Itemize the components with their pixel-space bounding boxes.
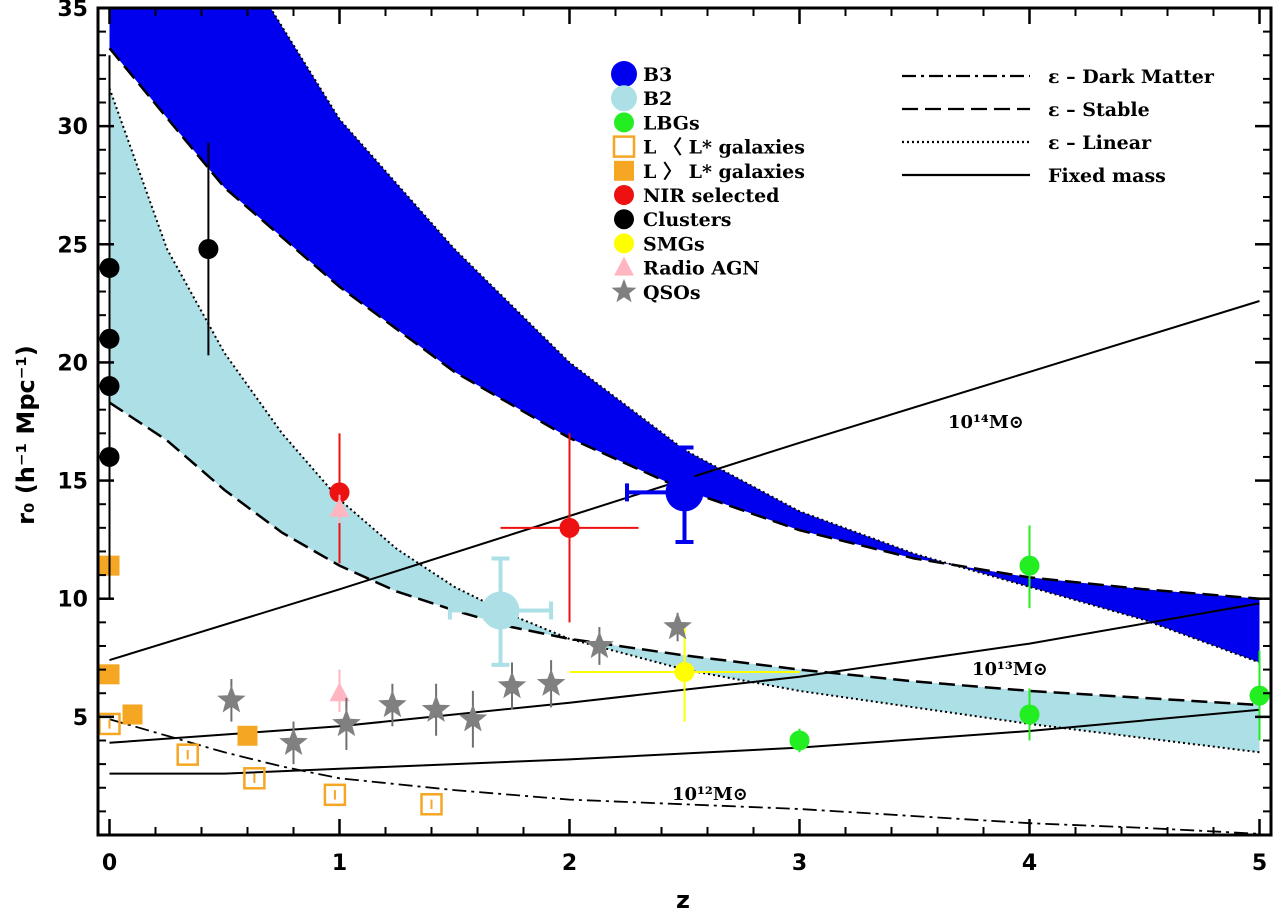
band-b2 <box>109 88 1260 753</box>
x-tick-label-5: 5 <box>1252 851 1267 876</box>
qsos-point-4 <box>421 694 451 722</box>
band-b3-stable-edge <box>108 47 1260 600</box>
plot-frame <box>96 6 1273 837</box>
x-tick-label-1: 1 <box>332 851 347 876</box>
mass-label-1e12: 10¹²M⊙ <box>672 784 748 805</box>
legend-item-b3-label: B3 <box>643 64 672 86</box>
qsos-point-0 <box>217 685 246 713</box>
legend-item-l-l-galaxies-label: L 〉 L* galaxies <box>643 160 805 183</box>
band-b2-stable-edge <box>108 401 1260 707</box>
legend-item-b2-label: B2 <box>643 88 672 110</box>
lbgs-point-1 <box>1019 555 1040 576</box>
l-l-galaxies-point-1 <box>99 664 120 685</box>
bands-layer <box>109 8 1260 753</box>
legend-line-linear-label: ε – Linear <box>1048 132 1152 154</box>
legend-item-lbgs-label: LBGs <box>643 112 700 134</box>
qsos-point-3 <box>378 690 407 718</box>
nir-selected-point-1 <box>559 517 580 538</box>
legend-item-nir-selected-label: NIR selected <box>643 185 779 207</box>
radio-agn-point-0 <box>329 497 350 517</box>
clusters-point-3 <box>99 446 120 467</box>
nir-selected-point-0 <box>329 482 350 503</box>
legend-line-stable-label: ε – Stable <box>1048 99 1150 121</box>
legend-item-b3-marker <box>611 61 637 87</box>
legend-item-radio-agn-label: Radio AGN <box>643 258 760 280</box>
legend-item-qsos-label: QSOs <box>643 282 701 304</box>
qsos-point-9 <box>663 612 692 640</box>
y-tick-label-35: 35 <box>57 0 88 22</box>
axes-layer: 0 1 2 3 4 5 5 10 15 20 25 30 35 <box>57 0 1271 876</box>
legend-item-l-l-galaxies-marker <box>612 135 636 158</box>
mass-label-1e13: 10¹³M⊙ <box>972 659 1048 680</box>
band-b2-linear-edge <box>108 87 1260 754</box>
x-tick-label-2: 2 <box>562 851 577 876</box>
legend-item-nir-selected-marker <box>614 185 634 205</box>
legend-item-clusters-label: Clusters <box>643 209 731 231</box>
lbgs-point-2 <box>1019 704 1040 725</box>
qsos-point-6 <box>497 671 527 699</box>
l-l-galaxies-point-2 <box>243 767 266 790</box>
l-l-galaxies-point-3 <box>237 725 258 746</box>
x-tick-label-0: 0 <box>102 851 117 876</box>
qsos-point-7 <box>536 668 566 696</box>
l-l-galaxies-point-2 <box>122 704 143 725</box>
smgs-point-0 <box>674 661 695 682</box>
legend-item-smgs-marker <box>614 233 634 254</box>
b2-point-0 <box>481 591 520 630</box>
mass-label-1e14: 10¹⁴M⊙ <box>948 412 1024 433</box>
clusters-point-4 <box>198 239 219 260</box>
legend-item-l-l-galaxies-label: L 〈 L* galaxies <box>643 136 805 159</box>
qsos-point-8 <box>585 631 614 659</box>
dark-matter-curve <box>109 718 1260 835</box>
lbgs-point-0 <box>789 730 810 751</box>
x-axis-label: z <box>676 886 690 913</box>
legend-item-smgs-label: SMGs <box>643 233 705 255</box>
y-axis-label: r₀ (h⁻¹ Mpc⁻¹) <box>12 345 40 525</box>
band-b3 <box>109 8 1260 663</box>
y-tick-label-25: 25 <box>57 233 88 258</box>
l-l-galaxies-point-4 <box>420 793 443 816</box>
b3-point-0 <box>665 473 704 512</box>
l-l-galaxies-point-1 <box>176 743 199 766</box>
legend-line-dark-matter-label: ε – Dark Matter <box>1048 66 1215 88</box>
qsos-point-2 <box>332 708 361 737</box>
legend-line-fixed-mass-label: Fixed mass <box>1048 165 1166 187</box>
l-l-galaxies-point-3 <box>323 783 347 807</box>
legend-item-clusters-marker <box>614 209 634 230</box>
legend-item-lbgs-marker <box>614 112 634 133</box>
legend-item-l-l-galaxies-marker <box>614 160 634 181</box>
points-layer <box>98 55 1270 816</box>
y-tick-label-15: 15 <box>57 470 88 495</box>
radio-agn-point-1 <box>329 682 350 702</box>
x-tick-label-4: 4 <box>1022 851 1037 876</box>
y-tick-label-10: 10 <box>57 588 88 613</box>
legend-item-qsos-marker <box>611 278 637 303</box>
qsos-point-5 <box>458 704 488 732</box>
x-tick-label-3: 3 <box>792 851 807 876</box>
lbgs-point-3 <box>1249 685 1270 706</box>
y-tick-label-20: 20 <box>57 351 88 376</box>
legend-item-b2-marker <box>611 85 637 112</box>
legend-item-radio-agn-marker <box>614 256 634 276</box>
y-tick-label-5: 5 <box>73 706 88 731</box>
qsos-point-1 <box>279 727 308 755</box>
y-tick-label-30: 30 <box>57 115 88 140</box>
